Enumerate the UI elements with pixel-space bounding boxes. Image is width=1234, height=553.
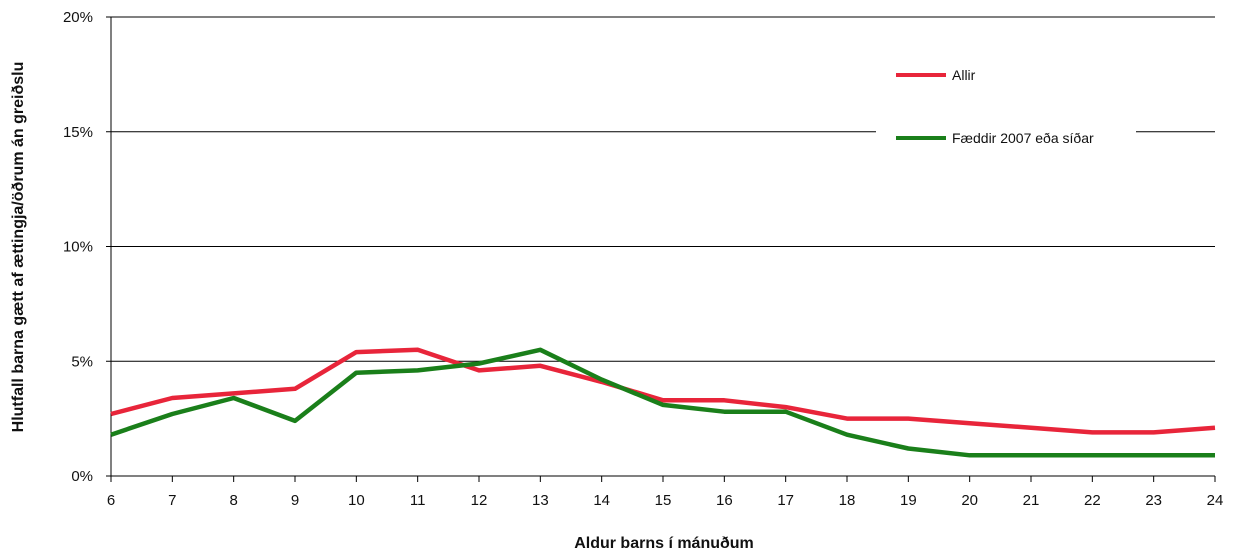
x-tick-label-5: 11 xyxy=(410,492,426,509)
x-tick-label-1: 7 xyxy=(168,492,176,509)
x-tick-label-17: 23 xyxy=(1145,492,1162,509)
x-tick-label-9: 15 xyxy=(655,492,672,509)
x-tick-label-2: 8 xyxy=(229,492,237,509)
x-tick-label-18: 24 xyxy=(1207,492,1224,509)
y-tick-label-0: 0% xyxy=(71,468,93,485)
y-axis-title: Hlutfall barna gætt af ættingja/öðrum án… xyxy=(10,62,27,433)
x-axis-title: Aldur barns í mánuðum xyxy=(574,535,754,552)
x-tick-label-6: 12 xyxy=(471,492,488,509)
gridlines xyxy=(111,16,1215,362)
x-tick-label-8: 14 xyxy=(593,492,610,509)
legend-background xyxy=(876,50,1136,170)
y-tick-label-3: 15% xyxy=(63,124,93,141)
legend-label-allir: Allir xyxy=(952,67,976,83)
x-tick-label-14: 20 xyxy=(961,492,978,509)
x-tick-label-11: 17 xyxy=(777,492,794,509)
y-tick-label-4: 20% xyxy=(63,9,93,26)
y-tick-label-2: 10% xyxy=(63,239,93,256)
x-tick-label-4: 10 xyxy=(348,492,365,509)
x-tick-label-0: 6 xyxy=(107,492,115,509)
x-tick-label-15: 21 xyxy=(1023,492,1040,509)
series-line-faeddir xyxy=(110,347,1215,458)
y-tick-label-1: 5% xyxy=(71,353,93,370)
y-axis-tick-labels: 0% 5% 10% 15% 20% xyxy=(63,9,111,485)
x-tick-label-7: 13 xyxy=(532,492,549,509)
series-line-allir xyxy=(110,347,1216,435)
x-axis-tick-labels: 6 7 8 9 10 11 12 13 14 15 16 17 18 19 20 21 22 23 24 xyxy=(107,476,1224,509)
legend: Allir Fæddir 2007 eða síðar xyxy=(876,50,1136,170)
x-tick-label-12: 18 xyxy=(839,492,856,509)
x-tick-label-13: 19 xyxy=(900,492,917,509)
legend-label-faeddir: Fæddir 2007 eða síðar xyxy=(952,130,1094,146)
x-tick-label-16: 22 xyxy=(1084,492,1101,509)
x-tick-label-3: 9 xyxy=(291,492,299,509)
x-tick-label-10: 16 xyxy=(716,492,733,509)
data-series xyxy=(110,347,1216,458)
